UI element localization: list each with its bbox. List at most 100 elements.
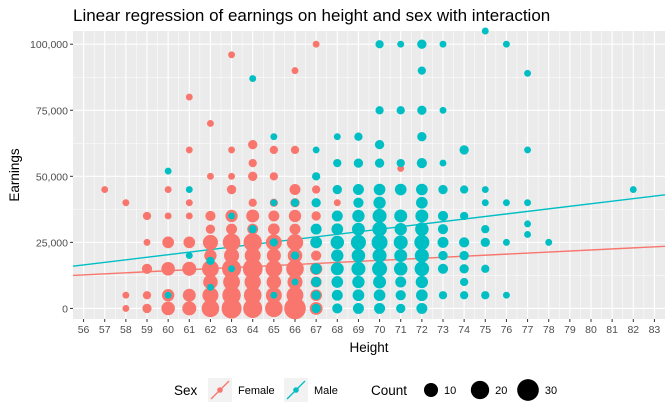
x-tick-label: 78 [543,324,555,336]
point-female [122,304,130,312]
point-male [439,159,447,167]
x-tick-label: 66 [289,324,301,336]
point-female [228,51,236,59]
x-tick-label: 59 [141,324,153,336]
point-male [437,236,449,248]
point-male [331,223,344,236]
point-female [286,234,304,251]
x-tick-label: 75 [479,324,491,336]
point-male [331,249,344,262]
x-tick-label: 71 [395,324,407,336]
x-tick-label: 67 [310,324,322,336]
point-male [333,133,341,141]
point-male [416,196,428,209]
point-male [351,261,366,276]
point-female [248,139,258,150]
x-tick-label: 69 [353,324,365,336]
point-male [185,252,193,260]
x-tick-label: 81 [606,324,618,336]
point-male [393,235,408,250]
point-male [372,261,388,277]
point-female [185,146,193,154]
point-male [414,261,430,277]
point-female [248,158,257,168]
point-female [206,172,214,180]
point-male [270,199,278,207]
y-axis-ticks: 0 25,000 50,000 75,000 100,000 [30,39,73,315]
point-male [415,222,429,236]
x-tick-label: 73 [437,324,449,336]
point-male [352,184,364,196]
x-tick-label: 57 [99,324,111,336]
point-male [417,105,427,115]
x-tick-label: 70 [374,324,386,336]
point-male [395,290,406,301]
point-male [353,197,364,208]
x-tick-label: 80 [585,324,597,336]
point-male [394,249,408,263]
point-female [221,298,242,319]
point-female [244,273,261,291]
legend-dot-female [217,387,223,393]
legend-size-label-30: 30 [545,385,557,397]
point-male [394,222,407,236]
point-male [351,248,366,263]
point-male [311,276,322,288]
point-male [350,234,366,250]
point-male [524,220,532,228]
point-male [397,40,405,48]
point-male [414,234,430,250]
point-male [228,265,236,273]
point-male [481,291,490,300]
legend-count-title: Count [371,383,407,398]
legend-size-20 [470,380,490,400]
point-female [161,262,175,276]
point-male [228,212,236,220]
point-male [312,146,320,154]
point-male [248,225,257,234]
x-tick-label: 68 [331,324,343,336]
point-male [502,199,510,207]
point-female [205,224,216,234]
point-male [439,106,447,114]
point-male [416,302,428,314]
point-female [312,40,320,48]
point-male [415,209,429,223]
point-female [311,250,322,261]
point-female [226,184,237,195]
point-female [182,288,196,302]
data-points [101,27,637,320]
point-male [332,303,343,314]
x-tick-label: 64 [247,324,259,336]
point-female [142,291,152,300]
point-male [417,132,427,142]
point-male [481,27,489,35]
point-male [438,250,448,261]
point-male [481,264,490,273]
point-female [223,273,240,291]
x-tick-label: 83 [649,324,661,336]
point-female [269,145,278,155]
point-male [333,158,342,168]
point-female [202,260,219,278]
point-male [396,158,405,168]
x-axis-ticks: 56 57 58 59 60 61 62 63 64 65 66 67 68 69 70 71 72 73 74 75… [78,319,661,336]
point-male [249,75,257,83]
point-male [206,283,214,291]
point-male [414,248,429,263]
point-male [417,66,426,75]
point-female [182,261,197,276]
point-female [291,67,299,75]
point-male [185,186,193,193]
regression-line-male [72,194,666,267]
point-male [437,224,449,235]
point-female [202,287,219,304]
x-tick-label: 77 [522,324,534,336]
point-female [101,186,109,193]
point-female [142,211,152,221]
legend-size-label-20: 20 [495,385,507,397]
point-female [162,236,174,249]
point-male [545,238,553,246]
x-tick-label: 74 [458,324,470,336]
point-female [161,301,175,316]
